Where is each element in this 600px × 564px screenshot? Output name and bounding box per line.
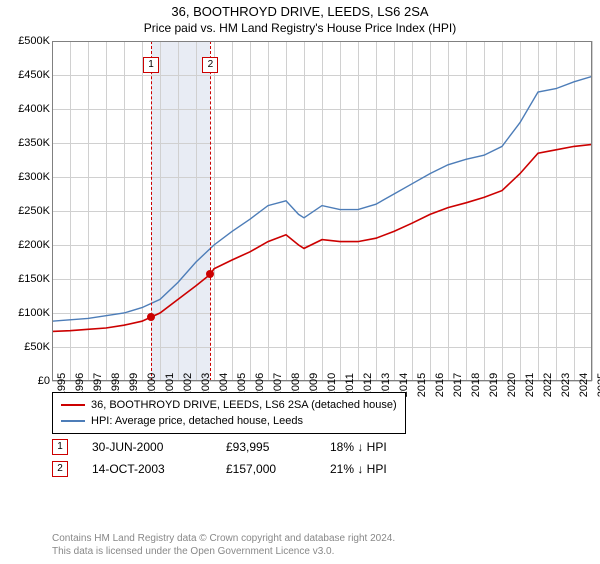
y-axis-label: £200K: [2, 239, 50, 251]
chart: 12 £0 £50K £100K £150K £200K £250K £300K £350K £…: [0, 41, 600, 421]
sales-table: 1 30-JUN-2000 £93,995 18% ↓ HPI 2 14-OCT-2003…: [52, 436, 430, 480]
y-axis-label: £300K: [2, 171, 50, 183]
legend-swatch: [61, 404, 85, 406]
y-axis-label: £450K: [2, 69, 50, 81]
sale-row-marker: 1: [52, 439, 68, 455]
x-axis-label: 2017: [452, 373, 464, 397]
y-axis-label: £350K: [2, 137, 50, 149]
x-axis-label: 2021: [524, 373, 536, 397]
gridline-v: [592, 41, 593, 381]
x-axis-label: 2025: [596, 373, 600, 397]
y-axis-label: £50K: [2, 341, 50, 353]
legend-label: 36, BOOTHROYD DRIVE, LEEDS, LS6 2SA (det…: [91, 397, 397, 413]
sale-row: 1 30-JUN-2000 £93,995 18% ↓ HPI: [52, 436, 430, 458]
plot-border: [52, 41, 592, 381]
legend-item: 36, BOOTHROYD DRIVE, LEEDS, LS6 2SA (det…: [61, 397, 397, 413]
legend: 36, BOOTHROYD DRIVE, LEEDS, LS6 2SA (det…: [52, 392, 406, 434]
x-axis-label: 2023: [560, 373, 572, 397]
y-axis-label: £150K: [2, 273, 50, 285]
footer-line-1: Contains HM Land Registry data © Crown c…: [52, 532, 395, 545]
sale-row-date: 14-OCT-2003: [92, 462, 202, 476]
chart-subtitle: Price paid vs. HM Land Registry's House …: [0, 21, 600, 35]
y-axis-label: £0: [2, 375, 50, 387]
plot-area: 12: [52, 41, 592, 381]
y-axis-label: £400K: [2, 103, 50, 115]
sale-row-price: £157,000: [226, 462, 306, 476]
y-axis-label: £500K: [2, 35, 50, 47]
legend-label: HPI: Average price, detached house, Leed…: [91, 413, 303, 429]
sale-row-price: £93,995: [226, 440, 306, 454]
x-axis-label: 2015: [416, 373, 428, 397]
footer-line-2: This data is licensed under the Open Gov…: [52, 545, 395, 558]
legend-swatch: [61, 420, 85, 422]
legend-item: HPI: Average price, detached house, Leed…: [61, 413, 397, 429]
sale-row-diff: 18% ↓ HPI: [330, 440, 430, 454]
x-axis-label: 2016: [434, 373, 446, 397]
sale-row-date: 30-JUN-2000: [92, 440, 202, 454]
footer: Contains HM Land Registry data © Crown c…: [52, 532, 395, 558]
x-axis-label: 2019: [488, 373, 500, 397]
sale-row-diff: 21% ↓ HPI: [330, 462, 430, 476]
y-axis-label: £100K: [2, 307, 50, 319]
sale-row-marker: 2: [52, 461, 68, 477]
x-axis-label: 2022: [542, 373, 554, 397]
y-axis-label: £250K: [2, 205, 50, 217]
x-axis-label: 2024: [578, 373, 590, 397]
x-axis-label: 2018: [470, 373, 482, 397]
sale-row: 2 14-OCT-2003 £157,000 21% ↓ HPI: [52, 458, 430, 480]
chart-title: 36, BOOTHROYD DRIVE, LEEDS, LS6 2SA: [0, 4, 600, 19]
x-axis-label: 2020: [506, 373, 518, 397]
